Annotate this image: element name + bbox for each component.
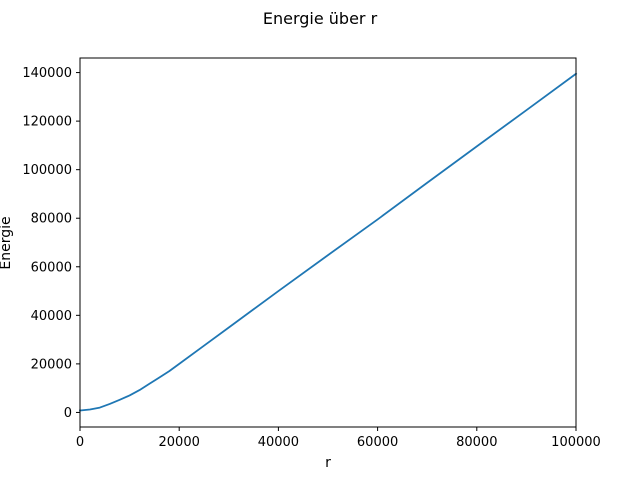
ticks-layer: 0 20000 40000 60000 80000 100000 0 20000 40000 60… bbox=[22, 66, 600, 450]
y-tick-label: 80000 bbox=[31, 212, 72, 227]
series-layer bbox=[79, 72, 578, 412]
x-tick-label: 0 bbox=[76, 435, 84, 450]
x-tick-label: 60000 bbox=[357, 435, 398, 450]
x-tick-label: 100000 bbox=[551, 435, 601, 450]
y-tick-label: 140000 bbox=[22, 66, 72, 81]
y-tick-label: 20000 bbox=[31, 357, 72, 372]
y-tick-label: 120000 bbox=[22, 115, 72, 130]
y-tick-label: 60000 bbox=[31, 260, 72, 275]
x-tick-label: 20000 bbox=[159, 435, 200, 450]
chart-title: Energie über r bbox=[263, 9, 378, 28]
y-tick-label: 100000 bbox=[22, 163, 72, 178]
y-axis-label: Energie bbox=[0, 216, 14, 269]
x-axis-label: r bbox=[325, 455, 331, 471]
y-tick-label: 40000 bbox=[31, 309, 72, 324]
x-tick-label: 40000 bbox=[258, 435, 299, 450]
plot-frame bbox=[79, 57, 577, 428]
x-tick-label: 80000 bbox=[456, 435, 497, 450]
energy-series-line bbox=[79, 72, 578, 412]
y-tick-label: 0 bbox=[64, 406, 72, 421]
